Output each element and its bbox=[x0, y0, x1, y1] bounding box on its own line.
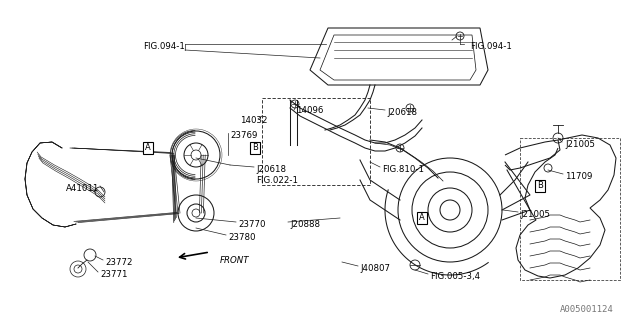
Text: J20888: J20888 bbox=[290, 220, 320, 229]
Text: FIG.005-3,4: FIG.005-3,4 bbox=[430, 272, 480, 281]
Text: FIG.022-1: FIG.022-1 bbox=[256, 176, 298, 185]
Text: FRONT: FRONT bbox=[220, 256, 250, 265]
Text: 23772: 23772 bbox=[105, 258, 132, 267]
Text: 23771: 23771 bbox=[100, 270, 127, 279]
Text: 11709: 11709 bbox=[565, 172, 593, 181]
Text: 23769: 23769 bbox=[230, 131, 257, 140]
Text: A005001124: A005001124 bbox=[560, 305, 614, 314]
Text: J21005: J21005 bbox=[520, 210, 550, 219]
Text: 23770: 23770 bbox=[238, 220, 266, 229]
Text: J20618: J20618 bbox=[256, 165, 286, 174]
Text: B: B bbox=[537, 181, 543, 190]
Text: A: A bbox=[145, 143, 151, 153]
Text: 14096: 14096 bbox=[296, 106, 323, 115]
Text: J20618: J20618 bbox=[387, 108, 417, 117]
Text: A: A bbox=[419, 213, 425, 222]
Text: 23780: 23780 bbox=[228, 233, 255, 242]
Text: FIG.810-1: FIG.810-1 bbox=[382, 165, 424, 174]
Text: J40807: J40807 bbox=[360, 264, 390, 273]
Text: A41011: A41011 bbox=[66, 184, 99, 193]
Text: 14032: 14032 bbox=[240, 116, 268, 125]
Text: B: B bbox=[252, 143, 258, 153]
Text: FIG.094-1: FIG.094-1 bbox=[470, 42, 512, 51]
Text: FIG.094-1: FIG.094-1 bbox=[143, 42, 185, 51]
Text: J21005: J21005 bbox=[565, 140, 595, 149]
